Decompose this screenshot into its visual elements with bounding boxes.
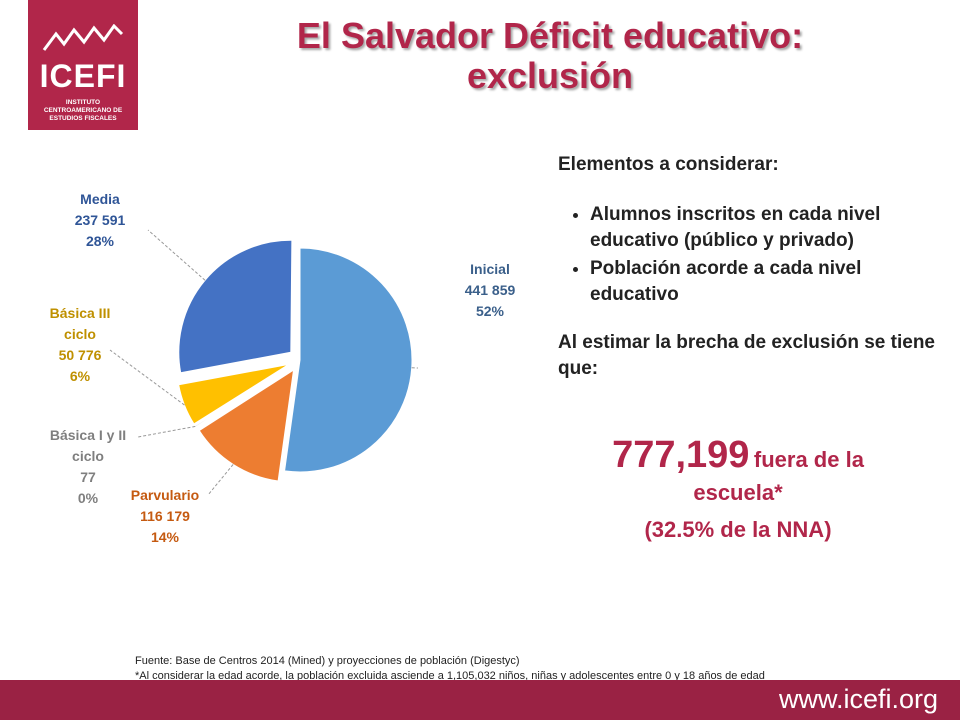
page-title-line2: exclusión [466, 55, 634, 96]
source-label: Fuente [135, 655, 170, 667]
footer-url[interactable]: www.icefi.org [778, 684, 938, 714]
slice-label: Inicial 441 859 52% [465, 261, 516, 319]
leader-line [147, 229, 206, 281]
notes-heading: Elementos a considerar: [558, 154, 779, 175]
logo-brand: ICEFI [39, 58, 127, 94]
footnote-note: *Al considerar la edad acorde, la poblac… [135, 670, 765, 682]
leader-line [207, 464, 234, 496]
slice-label: Básica III ciclo 50 776 6% [50, 305, 111, 384]
page-title: El Salvador Déficit educativo: exclusión [250, 16, 850, 96]
pie-slice-inicial [284, 247, 413, 473]
pie-chart: Inicial 441 859 52%Parvulario 116 179 14%Bás… [50, 191, 516, 545]
slice-label: Media 237 591 28% [75, 191, 126, 249]
leader-line [137, 425, 196, 438]
slice-label: Parvulario 116 179 14% [131, 487, 199, 545]
pie-slice-b-sica-iii-ciclo [178, 363, 290, 425]
notes-conclusion: Al estimar la brecha de exclusión se tie… [558, 332, 935, 379]
exclusion-number: 777,199 [612, 434, 750, 476]
source-line: Fuente: Base de Centros 2014 (Mined) y p… [135, 654, 765, 669]
notes-bullet: Población acorde a cada nivel educativo [590, 256, 938, 308]
logo-subtitle: INSTITUTO CENTROAMERICANO DE ESTUDIOS FI… [43, 99, 123, 122]
exclusion-percent: (32.5% de la NNA) [644, 517, 832, 542]
footnote: Fuente: Base de Centros 2014 (Mined) y p… [135, 654, 765, 684]
icefi-logo: ICEFI INSTITUTO CENTROAMERICANO DE ESTUD… [28, 0, 138, 130]
notes-list: Alumnos inscritos en cada nivel educativ… [558, 202, 938, 308]
source-text: : Base de Centros 2014 (Mined) y proyecc… [169, 655, 520, 667]
notes-bullet: Alumnos inscritos en cada nivel educativ… [590, 202, 938, 254]
exclusion-text: fuera de la escuela* [693, 447, 864, 505]
leader-line [109, 349, 185, 406]
footer-bar: www.icefi.org [0, 680, 960, 720]
exclusion-highlight: 777,199 fuera de la escuela* (32.5% de l… [578, 436, 898, 545]
pie-slice-parvulario [198, 369, 295, 482]
pie-slice-media [178, 239, 293, 374]
slice-label: Básica I y II ciclo 77 0% [50, 427, 126, 506]
trend-line-icon [42, 24, 124, 51]
page-title-line1: El Salvador Déficit educativo: [296, 15, 804, 56]
notes-panel: Elementos a considerar: Alumnos inscrito… [558, 152, 938, 382]
